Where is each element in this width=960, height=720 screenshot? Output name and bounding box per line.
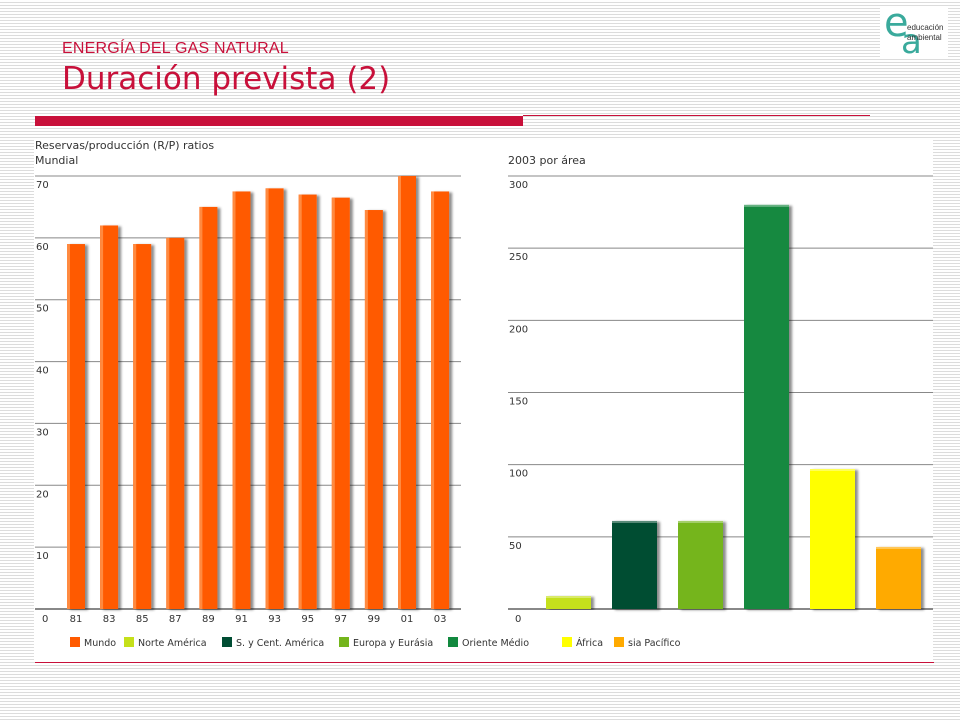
legend-label: Norte América [138, 638, 207, 649]
legend-label: Europa y Eurásia [353, 638, 433, 649]
logo-text-line1: educación [907, 23, 944, 32]
right-bar [612, 520, 657, 609]
right-bar [810, 468, 855, 609]
legend-swatch [448, 637, 458, 647]
left-bar [67, 244, 85, 609]
right-bar [678, 520, 723, 609]
right-bar-highlight [612, 520, 657, 523]
left-xtick-label: 01 [401, 614, 414, 625]
left-ytick-label: 40 [36, 366, 49, 377]
title-underline-bar [35, 116, 523, 126]
right-bars [546, 204, 921, 609]
left-xtick-label: 83 [103, 614, 116, 625]
left-bar-highlight [298, 194, 302, 610]
left-bar-highlight [232, 191, 236, 609]
legend-label: S. y Cent. América [236, 638, 324, 649]
right-bar-highlight [810, 468, 855, 471]
right-bar-highlight [744, 204, 789, 207]
slide-title: Duración prevista (2) [62, 61, 391, 97]
legend-swatch [339, 637, 349, 647]
left-bar [431, 191, 450, 609]
left-xtick-label: 93 [268, 614, 281, 625]
right-bar-highlight [546, 596, 591, 599]
left-bar-highlight [67, 244, 70, 609]
left-bar [166, 237, 185, 609]
bottom-rule [35, 662, 934, 663]
left-xtick-label: 97 [334, 614, 347, 625]
legend-swatch [614, 637, 624, 647]
left-xtick-label: 81 [70, 614, 83, 625]
left-ytick-label: 0 [42, 614, 48, 625]
left-chart-title: Reservas/producción (R/P) ratios [35, 139, 214, 152]
left-ytick-label: 20 [36, 489, 49, 500]
left-ytick-label: 50 [36, 304, 49, 315]
right-chart-title: 2003 por área [508, 154, 586, 167]
right-ytick-label: 50 [509, 541, 522, 552]
left-xtick-label: 99 [368, 614, 381, 625]
left-bar-highlight [133, 244, 137, 609]
left-xtick-label: 85 [136, 614, 149, 625]
left-bar [298, 194, 317, 610]
left-bar-highlight [331, 197, 335, 609]
legend-swatch [222, 637, 232, 647]
legend-label: África [576, 637, 603, 649]
left-bar [398, 176, 416, 609]
chart-legend: Mundo Norte América S. y Cent. América Euro… [70, 637, 681, 649]
right-ytick-label: 200 [509, 324, 528, 335]
left-chart-subtitle: Mundial [35, 154, 78, 167]
legend-swatch [124, 637, 134, 647]
right-bar-highlight [678, 520, 723, 523]
left-bar [364, 210, 383, 609]
right-bar [876, 546, 921, 609]
chart-panel: Reservas/producción (R/P) ratios Mundial… [34, 138, 933, 660]
left-xtick-label: 03 [434, 614, 447, 625]
legend-swatch [562, 637, 572, 647]
legend-label: sia Pacífico [628, 638, 681, 649]
left-bar [232, 191, 251, 609]
left-ytick-label: 10 [36, 551, 49, 562]
educacion-ambiental-logo: e a educación ambiental [880, 0, 948, 62]
left-bar-highlight [398, 176, 401, 609]
left-bar-highlight [100, 225, 104, 609]
left-xtick-label: 91 [235, 614, 248, 625]
left-bar [100, 225, 119, 609]
legend-label: Oriente Médio [462, 638, 529, 649]
legend-label: Mundo [84, 638, 116, 649]
left-bar-highlight [265, 188, 269, 609]
right-bar [546, 596, 591, 609]
right-axis: 0 50 100 150 200 250 300 [508, 175, 933, 625]
logo-letter-a: a [901, 22, 922, 62]
left-bar [199, 206, 218, 609]
left-ytick-label: 70 [36, 180, 49, 191]
left-bar-highlight [199, 206, 203, 609]
right-bar-highlight [876, 546, 921, 549]
left-bars: 81 83 85 87 89 91 93 95 97 99 01 03 [67, 176, 450, 625]
chart-svg: Reservas/producción (R/P) ratios Mundial… [35, 139, 933, 649]
legend-swatch [70, 637, 80, 647]
left-xtick-label: 89 [202, 614, 215, 625]
slide-kicker: ENERGÍA DEL GAS NATURAL [62, 40, 289, 57]
right-ytick-label: 250 [509, 252, 528, 263]
left-xtick-label: 95 [301, 614, 314, 625]
left-bar-highlight [364, 210, 368, 609]
logo-letter-e: e [884, 0, 909, 46]
left-bar [331, 197, 350, 609]
right-bar [744, 204, 789, 609]
left-bar-highlight [166, 237, 170, 609]
left-xtick-label: 87 [169, 614, 182, 625]
right-ytick-label: 100 [509, 469, 528, 480]
left-ytick-label: 60 [36, 242, 49, 253]
left-bar-highlight [431, 191, 435, 609]
left-bar [265, 188, 284, 609]
left-bar [133, 244, 152, 609]
logo-text-line2: ambiental [907, 33, 942, 42]
right-ytick-label: 0 [515, 614, 521, 625]
right-ytick-label: 150 [509, 397, 528, 408]
left-ytick-label: 30 [36, 427, 49, 438]
title-underline-thin [523, 115, 870, 116]
right-ytick-label: 300 [509, 180, 528, 191]
